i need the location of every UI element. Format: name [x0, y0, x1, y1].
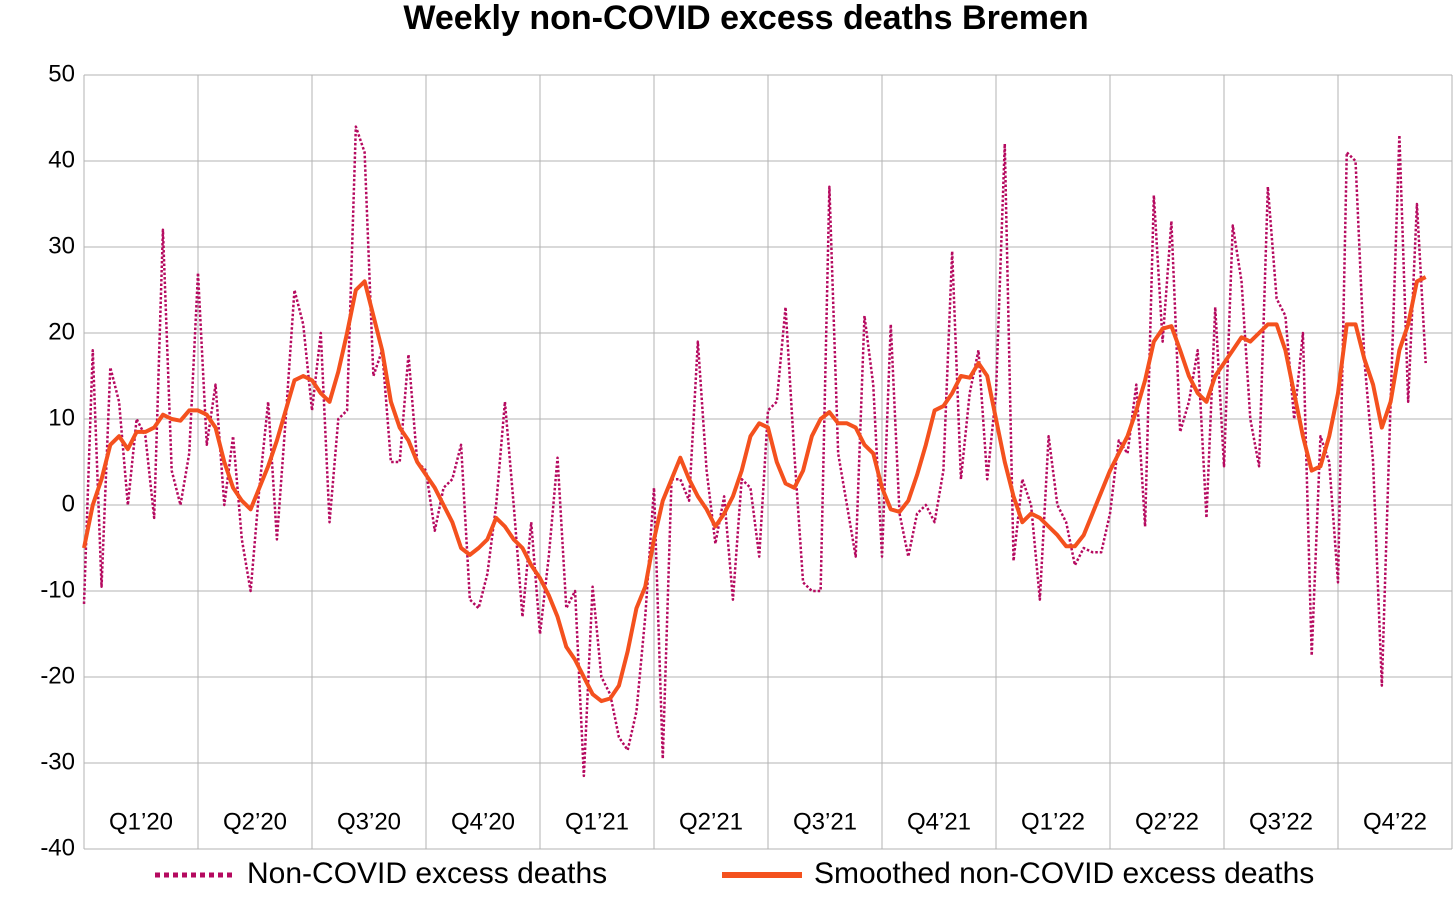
x-tick-label: Q1’21 [565, 808, 629, 835]
x-tick-label: Q3’21 [793, 808, 857, 835]
x-tick-label: Q3’22 [1249, 808, 1313, 835]
x-tick-label: Q1’22 [1021, 808, 1085, 835]
y-tick-label: 10 [48, 404, 75, 431]
y-tick-label: -40 [40, 834, 75, 861]
x-tick-label: Q1’20 [109, 808, 173, 835]
x-tick-label: Q4’21 [907, 808, 971, 835]
y-tick-label: -10 [40, 576, 75, 603]
x-tick-label: Q2’22 [1135, 808, 1199, 835]
y-tick-label: 20 [48, 318, 75, 345]
legend-label: Smoothed non-COVID excess deaths [814, 857, 1314, 890]
y-tick-label: -20 [40, 662, 75, 689]
data-line [82, 275, 1427, 704]
y-tick-label: 40 [48, 146, 75, 173]
y-tick-label: 50 [48, 60, 75, 87]
x-tick-label: Q2’21 [679, 808, 743, 835]
x-tick-label: Q4’22 [1363, 808, 1427, 835]
x-tick-label: Q4’20 [451, 808, 515, 835]
y-tick-label: 0 [62, 490, 75, 517]
y-tick-label: 30 [48, 232, 75, 259]
data-line [82, 125, 1427, 778]
legend-label: Non-COVID excess deaths [247, 857, 607, 890]
x-tick-label: Q3’20 [337, 808, 401, 835]
y-tick-label: -30 [40, 748, 75, 775]
x-tick-label: Q2’20 [223, 808, 287, 835]
chart-title: Weekly non-COVID excess deaths Bremen [403, 0, 1088, 37]
